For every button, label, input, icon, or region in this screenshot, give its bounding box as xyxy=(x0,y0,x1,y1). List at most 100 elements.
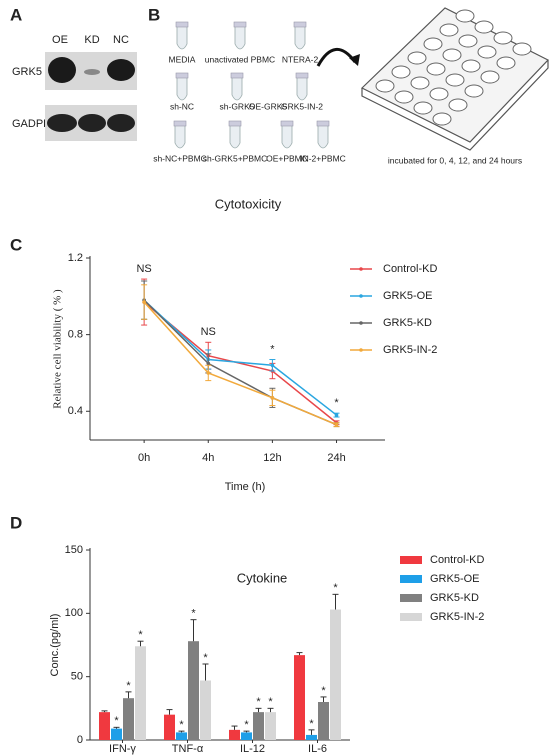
row-label: GADPH xyxy=(12,118,51,130)
y-tick-label: 0.8 xyxy=(68,329,83,341)
well xyxy=(474,20,494,34)
y-tick-label: 150 xyxy=(65,544,83,556)
bar xyxy=(111,728,122,740)
well xyxy=(413,101,433,115)
well xyxy=(391,65,411,79)
bar xyxy=(188,641,199,740)
chart-title: Cytokine xyxy=(237,570,288,585)
tube xyxy=(231,76,243,101)
band xyxy=(107,59,135,81)
error-bar xyxy=(231,725,238,730)
tube-label: OE+PBMC xyxy=(266,153,308,163)
legend-key xyxy=(400,575,422,583)
bar xyxy=(176,732,187,740)
legend-label: GRK5-KD xyxy=(430,592,479,604)
annotation: * xyxy=(321,685,326,697)
well xyxy=(480,70,500,84)
tube-label: sh-GRK5 xyxy=(220,101,255,111)
annotation: * xyxy=(268,696,273,708)
tube xyxy=(176,25,188,50)
error-bar xyxy=(166,709,173,715)
error-bar xyxy=(202,663,209,681)
error-bar xyxy=(101,710,108,713)
tube-cap xyxy=(228,120,242,127)
well xyxy=(448,98,468,112)
band xyxy=(84,69,100,75)
annotation: * xyxy=(334,397,339,409)
well xyxy=(439,23,459,37)
tube xyxy=(176,76,188,101)
error-bar xyxy=(308,729,315,735)
well xyxy=(394,90,414,104)
annotation: * xyxy=(191,608,196,620)
legend-dot xyxy=(359,294,363,298)
band xyxy=(107,114,135,132)
well xyxy=(458,34,478,48)
y-tick-label: 1.2 xyxy=(68,252,83,264)
annotation: * xyxy=(256,696,261,708)
error-bar xyxy=(267,707,274,713)
panel-letter: D xyxy=(10,513,22,532)
annotation: * xyxy=(179,719,184,731)
well xyxy=(442,48,462,62)
well xyxy=(410,76,430,90)
tube-cap xyxy=(233,21,247,28)
x-tick-label: 24h xyxy=(327,452,345,464)
annotation: NS xyxy=(136,263,151,275)
annotation: * xyxy=(114,715,119,727)
error-bar xyxy=(137,640,144,647)
bar xyxy=(330,609,341,740)
error-bar xyxy=(178,730,185,733)
bar xyxy=(123,698,134,740)
well xyxy=(429,87,449,101)
legend-label: GRK5-IN-2 xyxy=(430,611,484,623)
point xyxy=(270,396,275,400)
arrow xyxy=(316,48,357,67)
x-tick-label: 12h xyxy=(263,452,281,464)
lane-label: OE xyxy=(52,34,68,46)
bar xyxy=(99,712,110,740)
x-tick-label: IL-6 xyxy=(308,743,327,755)
tube-cap xyxy=(295,72,309,79)
bar xyxy=(164,714,175,740)
well xyxy=(493,31,513,45)
error-bar xyxy=(332,593,339,610)
x-tick-label: IL-12 xyxy=(240,743,265,755)
legend-label: GRK5-OE xyxy=(383,290,433,302)
lane-label: KD xyxy=(84,34,99,46)
tube-cap xyxy=(293,21,307,28)
lane-label: NC xyxy=(113,34,129,46)
tube-label: unactivated PBMC xyxy=(205,54,275,64)
tube-label: IN-2+PBMC xyxy=(300,153,346,163)
legend-key xyxy=(400,594,422,602)
tube-cap xyxy=(175,72,189,79)
well xyxy=(464,84,484,98)
legend-key xyxy=(400,556,422,564)
bar xyxy=(241,732,252,740)
x-axis-label: Time (h) xyxy=(225,481,266,493)
legend-key xyxy=(400,613,422,621)
band xyxy=(47,114,77,132)
legend-label: GRK5-OE xyxy=(430,573,480,585)
error-bar xyxy=(113,726,120,729)
bar xyxy=(294,655,305,740)
legend-dot xyxy=(359,321,363,325)
well xyxy=(477,45,497,59)
caption: incubated for 0, 4, 12, and 24 hours xyxy=(388,155,522,165)
well xyxy=(426,62,446,76)
annotation: * xyxy=(244,719,249,731)
point xyxy=(206,361,211,366)
panel-letter: C xyxy=(10,235,22,254)
tube xyxy=(294,25,306,50)
y-tick-label: 0.4 xyxy=(68,405,83,417)
y-tick-label: 100 xyxy=(65,607,83,619)
annotation: * xyxy=(203,652,208,664)
well xyxy=(407,51,427,65)
bar xyxy=(229,729,240,740)
legend-dot xyxy=(359,267,363,271)
annotation: NS xyxy=(201,326,216,338)
annotation: * xyxy=(126,680,131,692)
bar xyxy=(135,646,146,740)
y-tick-label: 0 xyxy=(77,734,83,746)
